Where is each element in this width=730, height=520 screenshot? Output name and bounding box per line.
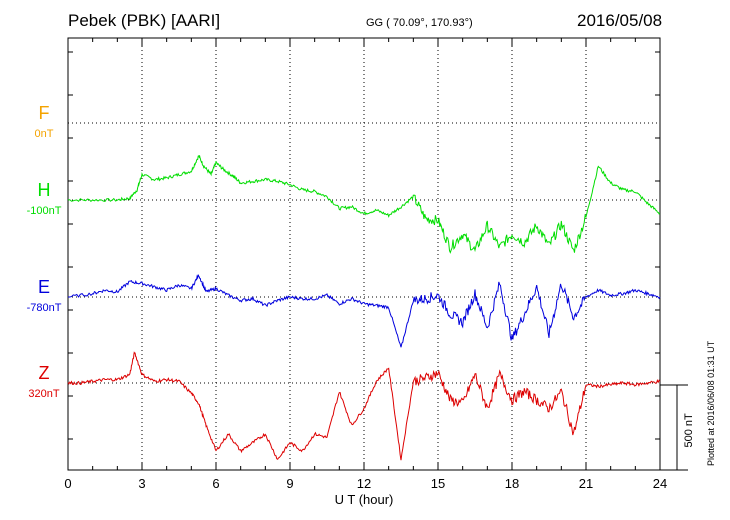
component-labels: F 0nT H -100nT E -780nT Z 320nT	[27, 103, 62, 400]
geo-coordinates: GG ( 70.09°, 170.93°)	[366, 17, 473, 29]
x-axis-label: U T (hour)	[335, 492, 394, 507]
date-label: 2016/05/08	[577, 11, 663, 30]
traces	[67, 154, 661, 461]
x-tick-label: 6	[212, 476, 219, 491]
x-tick-label: 9	[286, 476, 293, 491]
component-letter-H: H	[38, 180, 51, 200]
x-tick-label: 0	[64, 476, 71, 491]
scale-bar: 500 nT	[660, 384, 695, 471]
x-tick-label: 18	[505, 476, 519, 491]
x-tick-label: 12	[357, 476, 371, 491]
trace-Z	[67, 351, 661, 461]
x-tick-label: 21	[579, 476, 593, 491]
grid-lines	[68, 38, 660, 470]
component-letter-E: E	[38, 277, 50, 297]
x-tick-label: 15	[431, 476, 445, 491]
component-baseline-E: -780nT	[27, 302, 62, 314]
x-tick-label: 3	[138, 476, 145, 491]
component-baseline-Z: 320nT	[28, 388, 59, 400]
station-title: Pebek (PBK) [AARI]	[68, 11, 221, 30]
x-tick-label: 24	[653, 476, 667, 491]
trace-H	[67, 154, 661, 254]
scale-bar-label: 500 nT	[683, 413, 695, 448]
axis-ticks: 0 3 6 9 12 15 18 21 24	[64, 38, 667, 491]
component-letter-F: F	[39, 103, 50, 123]
component-baseline-F: 0nT	[35, 128, 54, 140]
component-baseline-H: -100nT	[27, 205, 62, 217]
component-letter-Z: Z	[39, 363, 50, 383]
trace-E	[68, 274, 661, 348]
